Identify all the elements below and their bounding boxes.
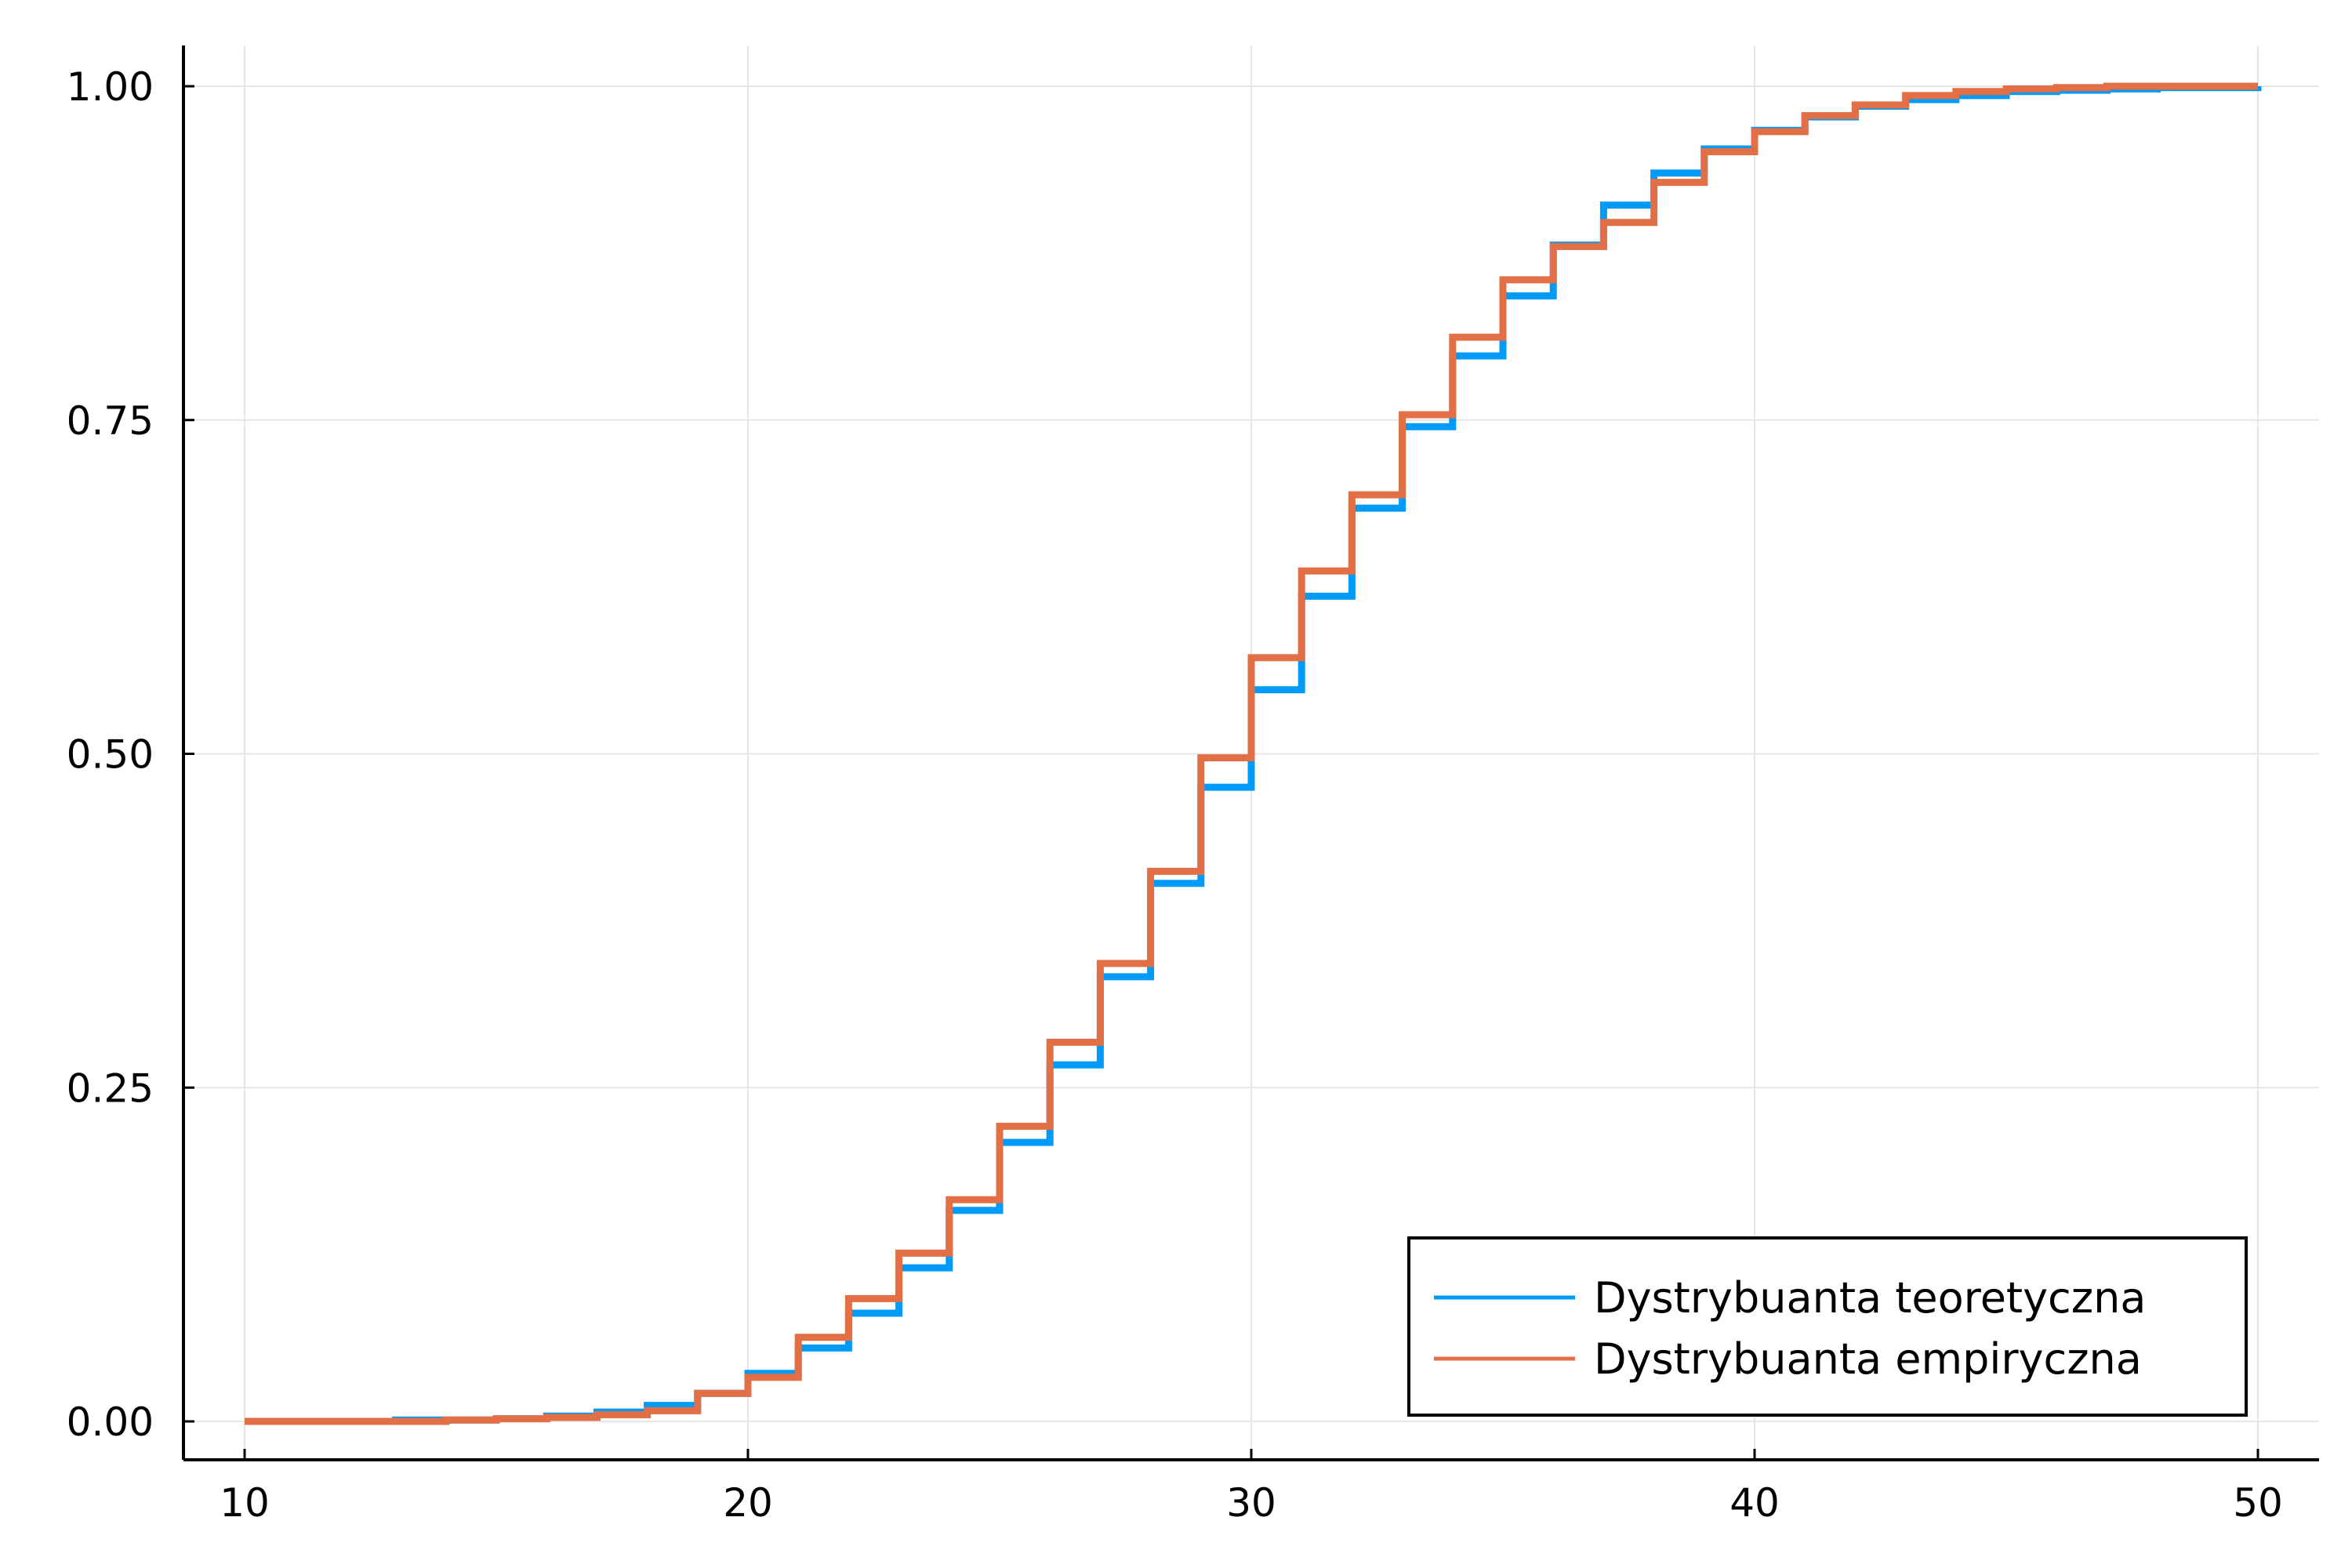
legend-label: Dystrybuanta empiryczna (1594, 1334, 2142, 1384)
y-tick-label: 0.00 (67, 1399, 154, 1445)
y-tick-label: 0.25 (67, 1065, 154, 1111)
legend-box (1407, 1236, 2248, 1417)
x-tick-label: 20 (723, 1480, 773, 1526)
series-layer (245, 82, 2262, 1425)
y-tick-label: 0.50 (67, 732, 154, 778)
series-line-empiryczna (245, 82, 2258, 1425)
legend: Dystrybuanta teoretyczna Dystrybuanta emp… (1407, 1236, 2248, 1417)
x-tick-label: 40 (1730, 1480, 1780, 1526)
x-tick-label: 50 (2233, 1480, 2283, 1526)
ticks: 10 20 30 40 50 0.00 0.25 0.50 0.75 1.00 (67, 64, 2283, 1526)
x-tick-label: 30 (1226, 1480, 1276, 1526)
y-tick-label: 1.00 (67, 64, 154, 110)
legend-label: Dystrybuanta teoretyczna (1594, 1273, 2146, 1323)
y-tick-label: 0.75 (67, 398, 154, 444)
x-tick-label: 10 (220, 1480, 270, 1526)
